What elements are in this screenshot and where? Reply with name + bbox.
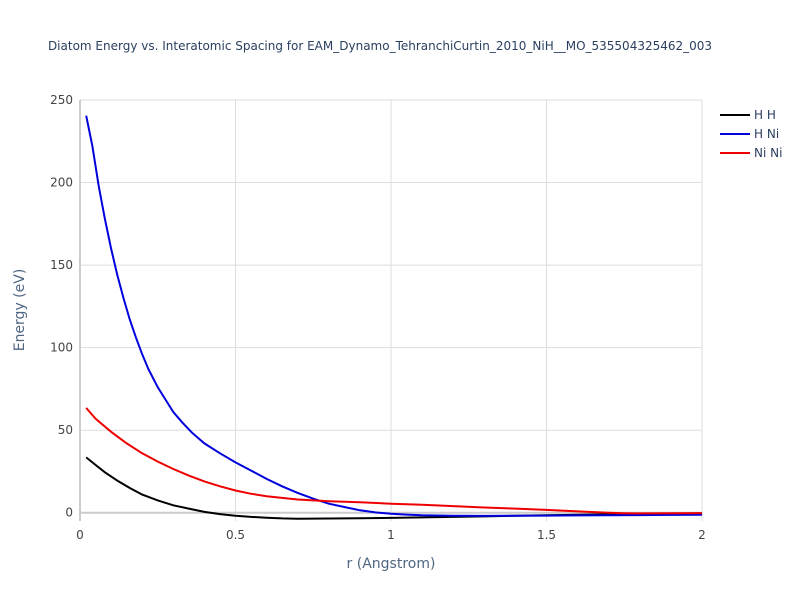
x-tick-label: 1 [387,528,395,542]
series-line-ni-ni [85,407,703,515]
y-tick-label: 0 [65,506,73,520]
y-tick-label: 250 [50,93,73,107]
y-tick-label: 150 [50,258,73,272]
y-tick-label: 200 [50,176,73,190]
y-tick-label: 50 [58,423,73,437]
chart-title: Diatom Energy vs. Interatomic Spacing fo… [48,39,712,53]
y-axis-title: Energy (eV) [12,269,28,352]
x-tick-label: 0.5 [226,528,245,542]
x-tick-label: 0 [76,528,84,542]
legend-label: H H [754,108,776,122]
series-group [85,115,703,520]
x-tick-label: 2 [698,528,706,542]
legend-label: Ni Ni [754,146,782,160]
series-line-h-ni [85,115,703,517]
y-tick-label: 100 [50,341,73,355]
x-axis-title: r (Angstrom) [347,556,436,572]
x-tick-label: 1.5 [537,528,556,542]
legend-label: H Ni [754,127,779,141]
ticks: 0 0.5 1 1.5 2 0 50 100 150 200 250 [50,93,706,542]
legend: H H H Ni Ni Ni [720,108,782,160]
